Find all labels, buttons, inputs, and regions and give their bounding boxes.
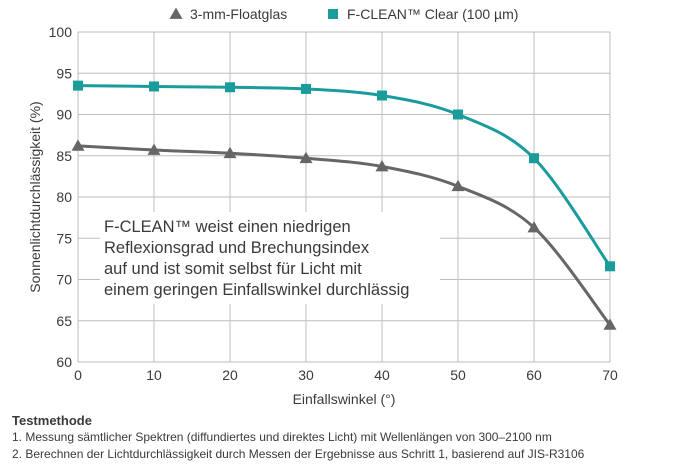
series-2-point-40 bbox=[377, 90, 387, 101]
series-2-point-70 bbox=[605, 261, 615, 272]
series-1-point-20 bbox=[223, 146, 237, 159]
x-tick-label: 30 bbox=[298, 367, 314, 383]
series-1-point-10 bbox=[147, 143, 161, 155]
y-tick-label: 90 bbox=[56, 107, 72, 123]
annotation-line-1: F-CLEAN™ weist einen niedrigen bbox=[104, 218, 351, 236]
y-tick-label: 100 bbox=[49, 24, 73, 40]
annotation-line-4: einem geringen Einfallswinkel durchlässi… bbox=[104, 281, 409, 299]
annotation: F-CLEAN™ weist einen niedrigen Reflexions… bbox=[100, 212, 440, 304]
x-axis-label: Einfallswinkel (°) bbox=[293, 391, 396, 407]
series-1-point-60 bbox=[527, 221, 541, 233]
legend-marker-1 bbox=[169, 7, 183, 19]
series-2-point-0 bbox=[73, 80, 83, 91]
x-tick-label: 0 bbox=[74, 367, 82, 383]
series-1-point-30 bbox=[299, 151, 313, 164]
annotation-bg bbox=[100, 212, 440, 304]
legend-marker-2 bbox=[328, 9, 338, 19]
y-tick-label: 65 bbox=[56, 313, 72, 329]
x-tick-label: 40 bbox=[374, 367, 390, 383]
test-method-notes: Testmethode 1. Messung sämtlicher Spektr… bbox=[12, 412, 584, 463]
series-2-point-60 bbox=[529, 153, 539, 164]
series-2-point-50 bbox=[453, 109, 463, 120]
notes-item-2: 2. Berechnen der Lichtdurchlässigkeit du… bbox=[12, 447, 585, 461]
notes-item-1: 1. Messung sämtlicher Spektren (diffundi… bbox=[12, 430, 552, 444]
y-tick-label: 95 bbox=[56, 65, 72, 81]
series-1-point-70 bbox=[603, 318, 617, 330]
annotation-line-3: auf und ist somit selbst für Licht mit bbox=[104, 260, 362, 278]
y-tick-label: 85 bbox=[56, 148, 72, 164]
series-2-point-20 bbox=[225, 82, 235, 93]
axes: 60 65 70 75 80 85 90 95 100 0 10 20 30 40 50 60 70 Einfal… bbox=[27, 24, 618, 407]
x-tick-label: 50 bbox=[450, 367, 466, 383]
series-1-point-50 bbox=[451, 179, 465, 192]
y-tick-label: 80 bbox=[56, 189, 72, 205]
x-tick-label: 10 bbox=[146, 367, 162, 383]
y-tick-label: 75 bbox=[56, 230, 72, 246]
legend: 3-mm-Floatglas F-CLEAN™ Clear (100 µm) bbox=[169, 6, 518, 22]
y-tick-label: 60 bbox=[56, 354, 72, 370]
x-tick-label: 60 bbox=[526, 367, 542, 383]
x-tick-label: 70 bbox=[602, 367, 618, 383]
notes-heading: Testmethode bbox=[12, 413, 92, 428]
x-tick-label: 20 bbox=[222, 367, 238, 383]
series-1-point-40 bbox=[375, 159, 389, 172]
annotation-line-2: Reflexionsgrad und Brechungsindex bbox=[104, 239, 370, 257]
series-2-point-10 bbox=[149, 81, 159, 92]
y-axis-label: Sonnenlichtdurchlässigkeit (%) bbox=[27, 101, 43, 292]
y-tick-label: 70 bbox=[56, 272, 72, 288]
legend-label-1: 3-mm-Floatglas bbox=[190, 6, 287, 22]
series-1-point-0 bbox=[71, 139, 85, 151]
series-layer bbox=[71, 80, 617, 330]
series-2-point-30 bbox=[301, 83, 311, 94]
legend-label-2: F-CLEAN™ Clear (100 µm) bbox=[347, 6, 518, 22]
transmittance-chart: 3-mm-Floatglas F-CLEAN™ Clear (100 µm) 60… bbox=[27, 6, 618, 407]
